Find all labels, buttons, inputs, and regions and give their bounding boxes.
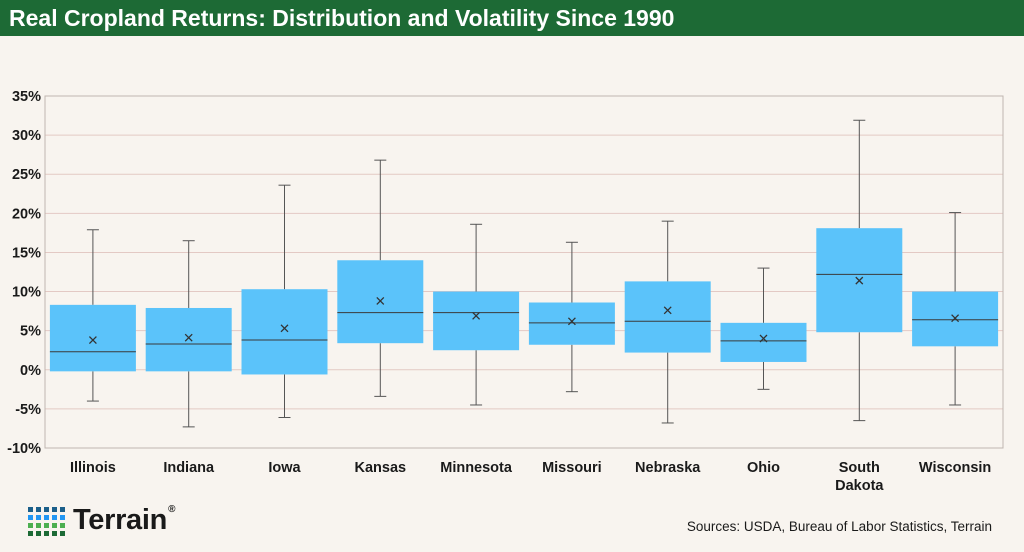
x-category-label: Illinois bbox=[70, 460, 116, 476]
box-iqr bbox=[49, 304, 136, 372]
y-tick-label: 15% bbox=[12, 245, 41, 261]
title-bar: Real Cropland Returns: Distribution and … bbox=[0, 0, 1024, 36]
mean-marker bbox=[951, 314, 960, 323]
terrain-logo: Terrain® bbox=[26, 504, 186, 540]
x-category-label: Indiana bbox=[163, 460, 215, 476]
x-category-label: Nebraska bbox=[635, 460, 701, 476]
sources-note: Sources: USDA, Bureau of Labor Statistic… bbox=[686, 519, 992, 534]
box-iqr bbox=[145, 307, 232, 372]
x-category-label: Wisconsin bbox=[919, 460, 991, 476]
mean-marker bbox=[855, 276, 864, 285]
mean-marker bbox=[280, 324, 289, 333]
y-tick-label: 5% bbox=[20, 324, 41, 340]
y-tick-label: 25% bbox=[12, 167, 41, 183]
box-iqr bbox=[624, 281, 711, 353]
y-tick-label: 20% bbox=[12, 206, 41, 222]
mean-marker bbox=[184, 333, 193, 342]
x-category-label: Dakota bbox=[835, 478, 884, 494]
x-category-label: Minnesota bbox=[440, 460, 513, 476]
x-category-label: Missouri bbox=[542, 460, 602, 476]
x-category-label: South bbox=[839, 460, 880, 476]
mean-marker bbox=[567, 317, 576, 326]
plot-area-border bbox=[44, 95, 1004, 449]
box-iqr bbox=[433, 291, 520, 351]
logo-wordmark: Terrain® bbox=[73, 504, 175, 537]
y-tick-label: 35% bbox=[12, 89, 41, 105]
y-tick-label: -5% bbox=[15, 402, 41, 418]
box-iqr bbox=[241, 289, 328, 375]
y-tick-label: 10% bbox=[12, 285, 41, 301]
mean-marker bbox=[88, 336, 97, 345]
mean-marker bbox=[376, 296, 385, 305]
y-tick-label: 30% bbox=[12, 128, 41, 144]
mean-marker bbox=[472, 311, 481, 320]
logo-text: Terrain bbox=[73, 504, 168, 536]
box-iqr bbox=[528, 302, 615, 345]
x-category-label: Kansas bbox=[355, 460, 407, 476]
x-category-label: Iowa bbox=[268, 460, 301, 476]
x-category-label: Ohio bbox=[747, 460, 780, 476]
mean-marker bbox=[663, 306, 672, 315]
logo-trademark: ® bbox=[168, 504, 176, 515]
box-plot-chart: 35% 30% 25% 20% 15% 10% 5% 0% -5% -10% Illinois Ind… bbox=[7, 89, 1004, 494]
chart-title: Real Cropland Returns: Distribution and … bbox=[9, 5, 675, 31]
mean-marker bbox=[759, 334, 768, 343]
logo-dots-icon bbox=[28, 507, 65, 536]
y-tick-label: -10% bbox=[7, 441, 41, 457]
y-tick-label: 0% bbox=[20, 363, 41, 379]
box-iqr bbox=[720, 322, 807, 362]
